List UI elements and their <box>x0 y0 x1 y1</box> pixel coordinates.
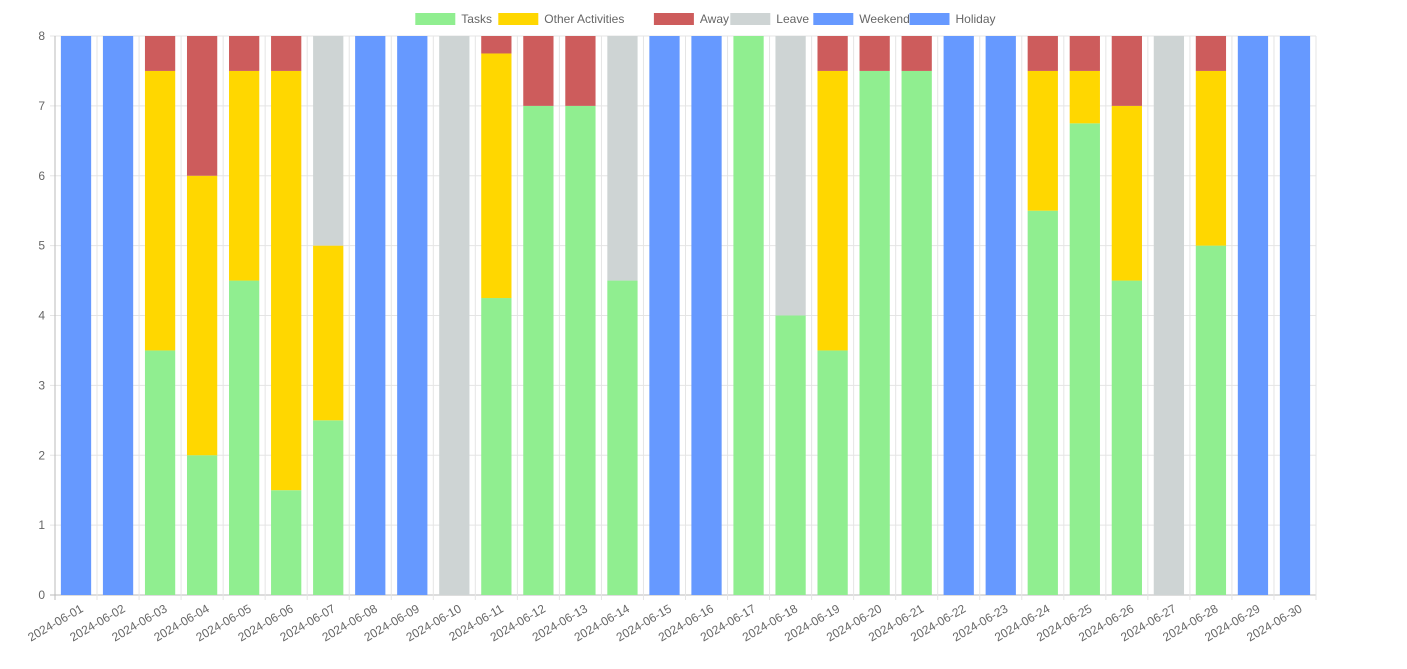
y-tick-label: 3 <box>38 378 45 392</box>
bar-segment-other-activities <box>144 70 176 351</box>
y-tick-label: 4 <box>38 309 45 323</box>
bar-segment-tasks <box>186 455 218 595</box>
bar-segment-tasks <box>859 70 890 595</box>
bar-segment-tasks <box>775 315 806 595</box>
bar-segment-tasks <box>1111 280 1142 595</box>
bar-segment-tasks <box>229 280 260 595</box>
bar-segment-tasks <box>144 350 176 595</box>
bar-segment-other-activities <box>229 70 260 281</box>
bar-segment-away <box>1195 36 1227 71</box>
legend-swatch <box>498 13 539 25</box>
bar-segment-other-activities <box>1111 105 1142 281</box>
bar-segment-weekend <box>102 36 134 595</box>
bar-segment-other-activities <box>1195 70 1227 246</box>
legend-label: Leave <box>776 12 809 26</box>
bar-segment-other-activities <box>817 70 848 351</box>
y-tick-label: 8 <box>38 29 45 43</box>
bar-segment-leave <box>1153 36 1185 595</box>
bar-segment-other-activities <box>1069 70 1100 124</box>
bar-segment-tasks <box>1069 123 1100 595</box>
bar-segment-weekend <box>355 36 386 595</box>
bar-segment-away <box>1069 36 1100 71</box>
bar-segment-weekend <box>1237 36 1269 595</box>
bar-segment-leave <box>313 36 344 246</box>
legend-swatch <box>813 13 854 25</box>
bar-segment-weekend <box>397 36 428 595</box>
bar-segment-away <box>271 36 302 71</box>
bar-segment-away <box>186 36 218 176</box>
bar-segment-tasks <box>313 420 344 595</box>
bar-segment-away <box>901 36 932 71</box>
bar-segment-weekend <box>649 36 680 595</box>
bar-segment-other-activities <box>186 175 218 456</box>
y-tick-label: 2 <box>38 448 45 462</box>
bar-segment-tasks <box>481 298 512 595</box>
y-tick-label: 6 <box>38 169 45 183</box>
bar-segment-away <box>565 36 596 106</box>
bar-segment-away <box>229 36 260 71</box>
bar-segment-away <box>1111 36 1142 106</box>
bar-segment-other-activities <box>313 245 344 421</box>
bar-segment-leave <box>775 36 806 316</box>
bar-segment-away <box>1027 36 1058 71</box>
bar-segment-away <box>144 36 176 71</box>
bar-segment-weekend <box>943 36 974 595</box>
legend-label: Other Activities <box>544 12 624 26</box>
y-tick-label: 7 <box>38 99 45 113</box>
bar-segment-other-activities <box>271 70 302 491</box>
bar-segment-tasks <box>607 280 638 595</box>
legend-label: Weekend <box>859 12 909 26</box>
bar-segment-leave <box>439 36 470 595</box>
bar-segment-weekend <box>985 36 1016 595</box>
bar-segment-other-activities <box>481 53 512 299</box>
bar-segment-tasks <box>733 36 764 595</box>
bar-segment-away <box>817 36 848 71</box>
legend: Tasks Other Activities Away Leave Weekend Hol… <box>415 12 996 26</box>
y-tick-label: 5 <box>38 239 45 253</box>
legend-swatch <box>909 13 950 25</box>
y-tick-label: 0 <box>38 588 45 602</box>
bar-segment-tasks <box>1027 210 1058 595</box>
bar-segment-weekend <box>691 36 722 595</box>
x-axis: 2024-06-012024-06-022024-06-032024-06-04… <box>25 601 1304 644</box>
bar-segment-weekend <box>1279 36 1311 595</box>
legend-swatch <box>653 13 694 25</box>
legend-label: Away <box>700 12 729 26</box>
y-axis: 0 1 2 3 4 5 6 7 8 <box>38 29 45 602</box>
bar-segment-tasks <box>271 490 302 595</box>
bar-segment-away <box>481 36 512 54</box>
bar-segment-other-activities <box>1027 70 1058 211</box>
y-tick-label: 1 <box>38 518 45 532</box>
bars <box>60 36 1311 595</box>
bar-segment-tasks <box>1195 245 1227 595</box>
bar-segment-tasks <box>523 105 554 595</box>
bar-segment-tasks <box>565 105 596 595</box>
legend-swatch <box>415 13 456 25</box>
bar-segment-weekend <box>60 36 92 595</box>
bar-segment-leave <box>607 36 638 281</box>
bar-segment-away <box>859 36 890 71</box>
legend-label: Tasks <box>461 12 492 26</box>
grid <box>50 35 1317 600</box>
bar-segment-tasks <box>817 350 848 595</box>
bar-segment-away <box>523 36 554 106</box>
legend-label: Holiday <box>956 12 996 26</box>
legend-swatch <box>730 13 771 25</box>
bar-segment-tasks <box>901 70 932 595</box>
